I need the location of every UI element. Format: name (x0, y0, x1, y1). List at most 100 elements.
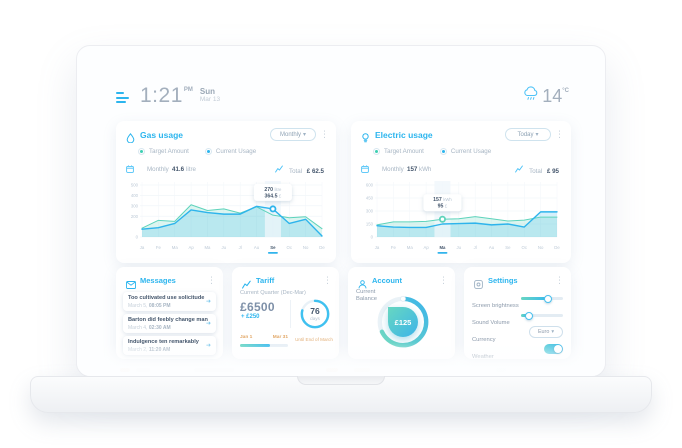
currency-label: Currency (472, 337, 496, 343)
settings-kebab-menu-icon[interactable] (555, 275, 563, 287)
tariff-graph-icon (242, 276, 251, 294)
message-date: March 5, (128, 302, 148, 309)
svg-text:Ma: Ma (204, 245, 211, 250)
gas-kebab-menu-icon[interactable] (320, 129, 328, 141)
person-icon (358, 276, 367, 294)
gas-meter-value: 41.6 (172, 166, 185, 173)
brightness-knob[interactable] (544, 294, 553, 303)
electric-period-dropdown[interactable]: Today (505, 128, 551, 141)
balance-gauge: £125 (374, 293, 432, 351)
svg-text:Fe: Fe (391, 245, 397, 250)
electric-legend: Target Amount Current Usage (373, 148, 491, 155)
svg-text:Se: Se (505, 245, 511, 250)
calendar-icon (361, 165, 369, 175)
open-message-icon[interactable] (206, 320, 211, 327)
svg-text:400: 400 (131, 193, 139, 198)
tariff-caption: Until End of March (295, 337, 333, 342)
laptop-base (30, 376, 652, 413)
electric-total-value: £ 95 (546, 168, 559, 175)
stats-icon (515, 165, 524, 175)
svg-text:Ap: Ap (188, 245, 194, 250)
balance-label: Current Balance (356, 289, 377, 302)
volume-knob[interactable] (525, 311, 534, 320)
messages-card: Messages Too cultivated use solicitude M… (116, 267, 223, 359)
svg-text:0: 0 (136, 235, 139, 240)
svg-text:600: 600 (366, 183, 374, 188)
message-item[interactable]: Barton did feebly change man March 4, 02… (123, 314, 216, 333)
rain-cloud-icon (523, 86, 539, 106)
quarter-progress-fill (240, 344, 270, 347)
svg-text:364.5 £: 364.5 £ (264, 193, 281, 199)
svg-text:Ma: Ma (439, 245, 446, 250)
quarter-progress-bar (240, 344, 288, 347)
svg-text:0: 0 (371, 235, 374, 240)
days-counter: 76 days (299, 298, 331, 330)
messages-kebab-menu-icon[interactable] (207, 275, 215, 287)
brightness-row: Screen brightness (472, 294, 563, 309)
weather-widget: 14 °C (523, 86, 569, 106)
svg-text:150: 150 (366, 222, 374, 227)
brightness-slider[interactable] (521, 294, 563, 303)
volume-slider[interactable] (521, 311, 563, 320)
range-start-label: Jan 1 (240, 335, 253, 340)
target-legend-dot[interactable] (373, 148, 380, 155)
quarter-range: Jan 1 Mar 31 (240, 335, 288, 340)
svg-text:Ja: Ja (375, 245, 380, 250)
gas-total-label: Total (288, 168, 303, 175)
temperature-unit: °C (562, 88, 569, 94)
gas-total-value: £ 62.5 (306, 168, 324, 175)
electric-usage-card: Electric usage Today Target Amount Curre… (351, 121, 571, 263)
svg-text:No: No (303, 245, 309, 250)
target-legend-dot[interactable] (138, 148, 145, 155)
svg-text:Ju: Ju (457, 245, 462, 250)
current-legend-dot[interactable] (439, 148, 447, 155)
chevron-down-icon (549, 329, 554, 335)
weather-label: Weather (472, 354, 494, 360)
message-date: March 4, (128, 324, 148, 331)
svg-text:450: 450 (366, 196, 374, 201)
weather-toggle[interactable] (544, 344, 563, 354)
laptop-screen: 1:21 PM Sun Mar 13 14 °C (76, 45, 606, 377)
tariff-subtitle: Current Quarter (Dec-Mar) (240, 290, 306, 296)
open-message-icon[interactable] (206, 342, 211, 349)
current-legend-label: Current Usage (215, 148, 257, 155)
svg-text:95 £: 95 £ (438, 204, 448, 210)
open-message-icon[interactable] (206, 298, 211, 305)
stats-icon (275, 165, 284, 175)
message-title: Too cultivated use solicitude (128, 295, 205, 301)
balance-value: £125 (394, 317, 412, 327)
chevron-down-icon (534, 132, 539, 138)
current-legend-dot[interactable] (204, 148, 212, 155)
time-meridiem: PM (183, 87, 193, 93)
svg-text:Ju: Ju (222, 245, 227, 250)
electric-kebab-menu-icon[interactable] (555, 129, 563, 141)
tariff-amount: £6500 (240, 300, 275, 314)
menu-icon[interactable] (116, 92, 130, 104)
svg-text:Fe: Fe (156, 245, 162, 250)
message-item[interactable]: Indulgence ten remarkably March 2, 11:20… (123, 336, 216, 355)
electric-meter-value: 157 (407, 166, 418, 173)
svg-text:De: De (319, 245, 325, 250)
brightness-label: Screen brightness (472, 303, 519, 309)
account-kebab-menu-icon[interactable] (439, 275, 447, 287)
svg-text:Jl: Jl (474, 245, 477, 250)
target-legend-label: Target Amount (149, 148, 189, 155)
tariff-kebab-menu-icon[interactable] (323, 275, 331, 287)
volume-label: Sound Volume (472, 320, 510, 326)
message-time: 08:05 PM (148, 302, 171, 309)
currency-dropdown[interactable]: Euro (529, 326, 563, 338)
message-item[interactable]: Too cultivated use solicitude March 5, 0… (123, 292, 216, 311)
message-title: Indulgence ten remarkably (128, 339, 199, 345)
gas-drop-icon (126, 130, 135, 148)
svg-text:Ap: Ap (423, 245, 429, 250)
current-legend-label: Current Usage (450, 148, 492, 155)
calendar-icon (126, 165, 134, 175)
days-value: 76 (310, 306, 320, 316)
message-time: 11:20 AM (148, 346, 171, 353)
gas-card-title: Gas usage (140, 130, 183, 140)
gas-period-dropdown[interactable]: Monthly (270, 128, 316, 141)
message-title: Barton did feebly change man (128, 317, 208, 323)
electric-meter-unit: kWh (419, 166, 432, 173)
